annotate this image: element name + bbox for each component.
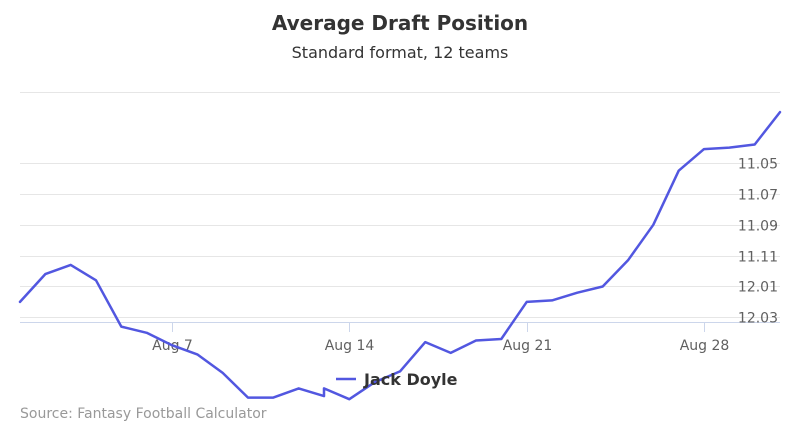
x-axis <box>20 322 780 332</box>
gridlines <box>20 92 780 318</box>
x-tick-label: Aug 21 <box>503 338 553 354</box>
chart-credits: Source: Fantasy Football Calculator <box>20 406 267 422</box>
chart-title: Average Draft Position <box>272 11 528 35</box>
y-tick-label: 11.11 <box>738 250 778 266</box>
legend[interactable]: Jack Doyle <box>336 370 458 389</box>
y-tick-label: 12.03 <box>738 311 778 327</box>
legend-label[interactable]: Jack Doyle <box>363 370 458 389</box>
x-axis-labels: Aug 7 Aug 14 Aug 21 Aug 28 <box>152 338 729 354</box>
series-line-0[interactable] <box>18 110 782 401</box>
y-tick-label: 11.07 <box>738 188 778 204</box>
x-tick-label: Aug 14 <box>325 338 375 354</box>
y-axis-labels: 11.05 11.07 11.09 11.11 12.01 12.03 <box>738 157 778 327</box>
y-tick-label: 12.01 <box>738 280 778 296</box>
x-tick-label: Aug 28 <box>680 338 730 354</box>
series-layer <box>18 110 782 401</box>
y-tick-label: 11.05 <box>738 157 778 173</box>
chart-subtitle: Standard format, 12 teams <box>292 43 509 62</box>
y-tick-label: 11.09 <box>738 219 778 235</box>
